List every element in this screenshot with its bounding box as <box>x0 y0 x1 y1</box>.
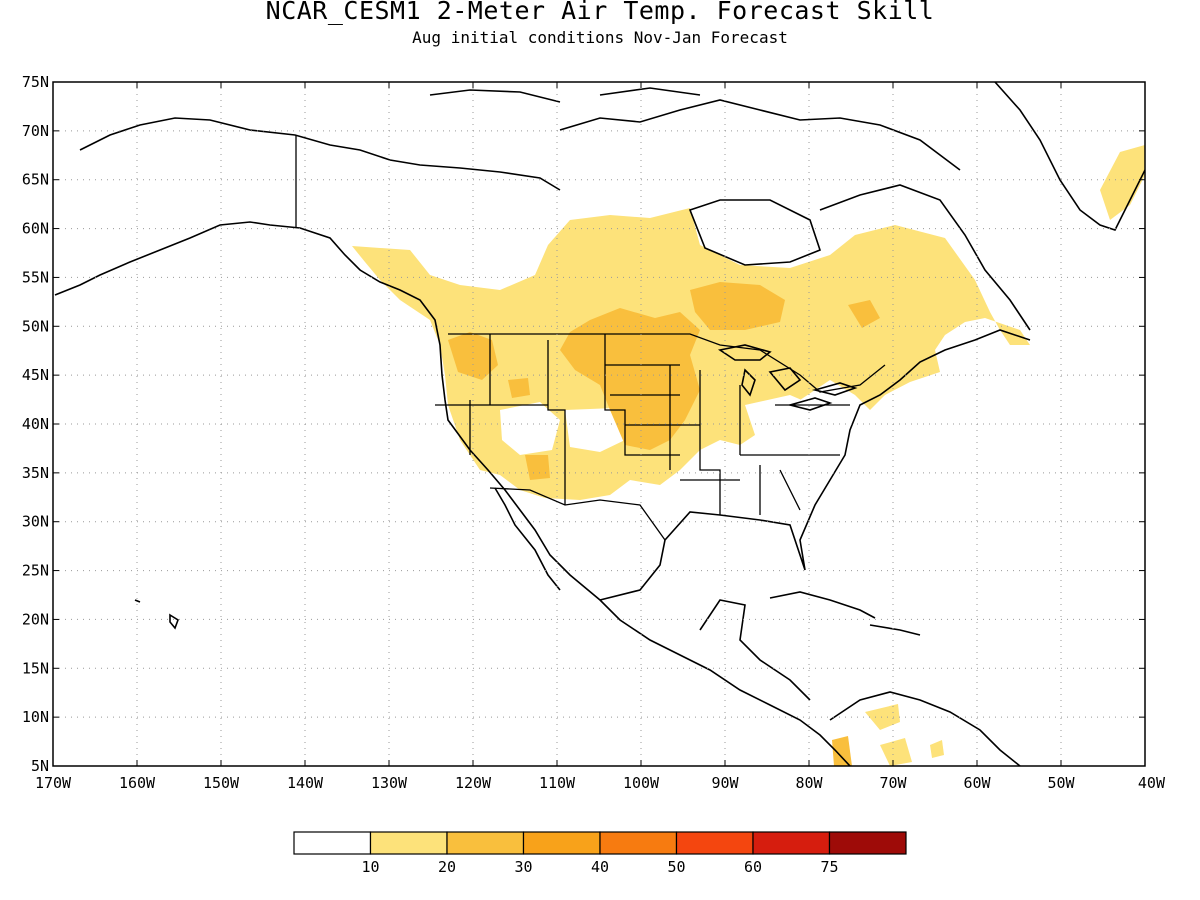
skill-region-20-30-west <box>508 378 530 398</box>
lon-label: 40W <box>1138 774 1166 792</box>
skill-region-10-20-venez <box>930 740 944 758</box>
colorbar-swatch <box>675 831 754 855</box>
lon-label: 90W <box>711 774 739 792</box>
lon-label: 150W <box>203 774 240 792</box>
lat-label: 30N <box>22 513 49 531</box>
skill-region-10-20-southam2 <box>880 738 912 766</box>
colorbar-swatch <box>752 831 831 855</box>
skill-region-20-30-plains <box>560 308 700 450</box>
colorbar-label: 40 <box>591 858 609 876</box>
lat-label: 10N <box>22 708 49 726</box>
lat-label: 50N <box>22 317 49 335</box>
colorbar: 10 20 30 40 50 60 75 <box>293 831 907 876</box>
skill-region-20-30-northwest <box>448 332 498 380</box>
skill-gap-colorado <box>565 408 625 452</box>
lon-label: 80W <box>795 774 823 792</box>
lon-label: 140W <box>287 774 324 792</box>
colorbar-label: 10 <box>361 858 379 876</box>
map-subtitle: Aug initial conditions Nov-Jan Forecast <box>412 28 788 47</box>
lon-label: 70W <box>879 774 907 792</box>
skill-shading <box>352 145 1145 766</box>
colorbar-swatch <box>828 831 907 855</box>
lat-label: 15N <box>22 659 49 677</box>
colorbar-label: 30 <box>514 858 532 876</box>
colorbar-swatch <box>293 831 372 855</box>
lat-label: 60N <box>22 220 49 238</box>
lon-label: 110W <box>539 774 576 792</box>
skill-region-20-30-quebec <box>848 300 880 328</box>
skill-region-10-20-southam <box>865 704 900 730</box>
skill-region-20-30-canada <box>690 282 785 330</box>
map-title: NCAR_CESM1 2-Meter Air Temp. Forecast Sk… <box>265 0 935 25</box>
lat-label: 75N <box>22 73 49 91</box>
political-borders <box>295 135 886 541</box>
lat-label: 70N <box>22 122 49 140</box>
lon-label: 100W <box>623 774 660 792</box>
colorbar-label: 50 <box>667 858 685 876</box>
lat-label: 55N <box>22 268 49 286</box>
coastlines <box>54 82 1145 766</box>
lon-label: 120W <box>455 774 492 792</box>
colorbar-swatch <box>446 831 525 855</box>
skill-region-10-20-greenland <box>1100 145 1145 220</box>
lat-label: 5N <box>31 757 49 775</box>
colorbar-swatch <box>599 831 678 855</box>
lat-label: 20N <box>22 610 49 628</box>
colorbar-swatch <box>369 831 448 855</box>
lon-label: 160W <box>119 774 156 792</box>
lat-label: 65N <box>22 171 49 189</box>
skill-region-20-30-southam <box>832 736 852 766</box>
lon-label: 50W <box>1047 774 1075 792</box>
lon-label: 170W <box>35 774 72 792</box>
colorbar-label: 60 <box>744 858 762 876</box>
colorbar-swatch <box>522 831 601 855</box>
skill-gap-great-basin <box>500 402 560 455</box>
lat-label: 25N <box>22 562 49 580</box>
lat-label: 40N <box>22 415 49 433</box>
colorbar-label: 20 <box>438 858 456 876</box>
colorbar-label: 75 <box>820 858 838 876</box>
lon-label: 60W <box>963 774 991 792</box>
lat-label: 45N <box>22 366 49 384</box>
lon-label: 130W <box>371 774 408 792</box>
lat-label: 35N <box>22 464 49 482</box>
skill-gap-appalachia <box>745 395 840 460</box>
skill-region-20-30-southwest <box>525 455 550 480</box>
